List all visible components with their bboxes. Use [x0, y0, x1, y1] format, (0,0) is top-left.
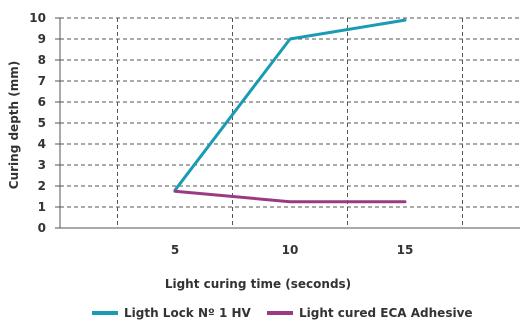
y-tick-label: 10	[29, 11, 46, 25]
legend-label-1: Ligth Lock Nº 1 HV	[124, 306, 252, 320]
y-tick-label: 3	[38, 158, 46, 172]
x-tick-label: 10	[282, 243, 299, 257]
y-tick-label: 5	[38, 116, 46, 130]
axes	[55, 17, 520, 229]
x-tick-labels: 5 10 15	[171, 243, 414, 257]
series-lines	[173, 18, 407, 204]
y-tick-label: 7	[38, 74, 46, 88]
y-tick-label: 8	[38, 53, 46, 67]
y-tick-labels: 0 1 2 3 4 5 6 7 8 9 10	[29, 11, 46, 235]
y-tick-label: 6	[38, 95, 46, 109]
legend-label-2: Light cured ECA Adhesive	[299, 306, 473, 320]
legend: Ligth Lock Nº 1 HV Light cured ECA Adhesi…	[92, 306, 473, 320]
y-tick-label: 1	[38, 200, 46, 214]
x-tick-label: 5	[171, 243, 179, 257]
series-line-2	[173, 189, 407, 204]
series-line-1	[173, 18, 407, 192]
y-tick-label: 4	[38, 137, 46, 151]
y-tick-label: 9	[38, 32, 46, 46]
y-tick-label: 0	[38, 221, 46, 235]
x-axis-title: Light curing time (seconds)	[165, 277, 351, 291]
x-tick-label: 15	[397, 243, 414, 257]
grid-lines	[60, 17, 520, 228]
y-axis-title: Curing depth (mm)	[7, 61, 21, 189]
y-tick-label: 2	[38, 179, 46, 193]
